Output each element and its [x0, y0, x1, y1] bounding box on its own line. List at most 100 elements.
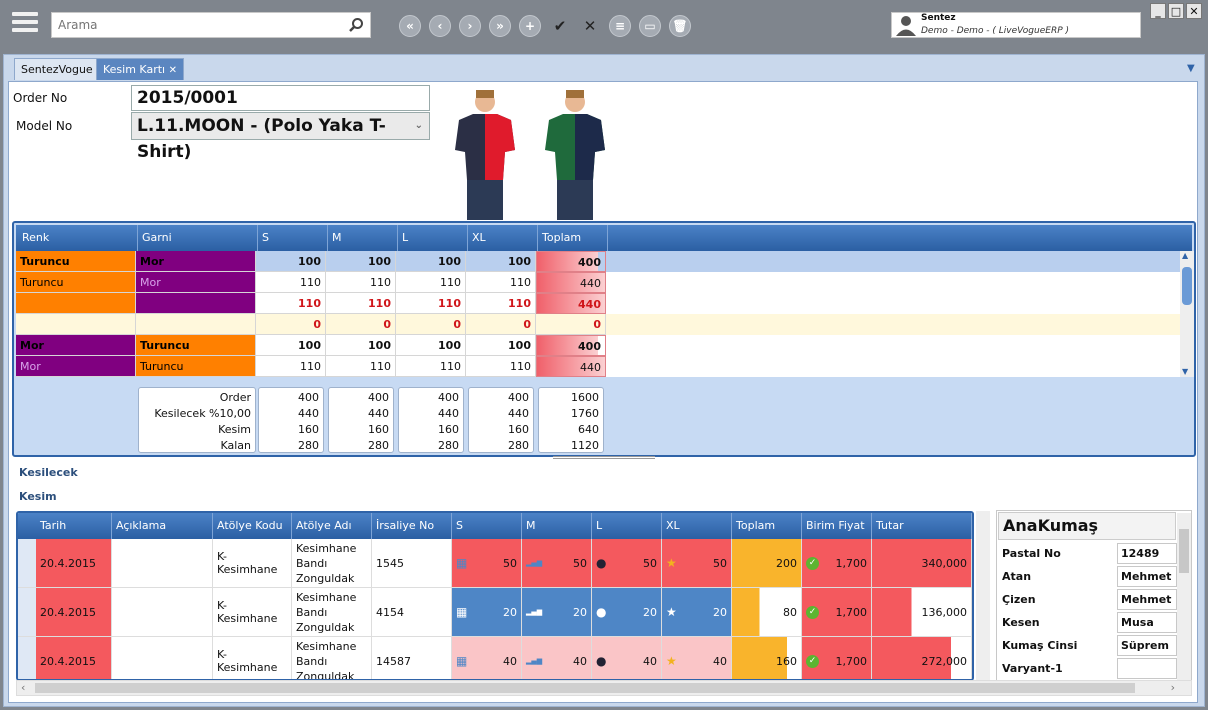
grid-cell[interactable]	[136, 314, 256, 335]
grid-cell[interactable]: 110	[256, 272, 326, 293]
anakumas-field-value[interactable]: Mehmet	[1117, 566, 1177, 587]
grid-cell[interactable]: Turuncu	[16, 272, 136, 293]
kesim-column-header-7[interactable]: L	[592, 513, 662, 539]
kesim-column-header-11[interactable]: Tutar	[872, 513, 972, 539]
grid-cell[interactable]: 440	[536, 293, 606, 314]
grid-cell[interactable]: 110	[396, 272, 466, 293]
grid-cell[interactable]: 440	[536, 356, 606, 377]
kesim-cell-ad[interactable]: Kesimhane Bandı Zonguldak	[292, 637, 372, 679]
kesim-cell-s[interactable]: ▦ 50	[452, 539, 522, 588]
grid-cell[interactable]: Turuncu	[16, 251, 136, 272]
tab-sentezvogue[interactable]: SentezVogue	[14, 58, 100, 80]
grid-cell[interactable]: 100	[396, 251, 466, 272]
kesim-cell-ad[interactable]: Kesimhane Bandı Zonguldak	[292, 539, 372, 588]
close-window-icon[interactable]: ✕	[1186, 3, 1202, 19]
scroll-right-icon[interactable]: ›	[1170, 681, 1175, 694]
kesim-column-header-3[interactable]: Atölye Adı	[292, 513, 372, 539]
add-icon[interactable]: +	[519, 15, 541, 37]
grid-cell[interactable]: 110	[256, 293, 326, 314]
anakumas-scrollbar[interactable]	[1177, 513, 1191, 681]
kesim-cell-m[interactable]: ▂▄▆ 40	[522, 637, 592, 679]
grid-cell[interactable]: 440	[536, 272, 606, 293]
kesim-column-header-8[interactable]: XL	[662, 513, 732, 539]
delete-icon[interactable]: 🗑	[669, 15, 691, 37]
scroll-left-icon[interactable]: ‹	[21, 681, 26, 694]
kesim-cell-aciklama[interactable]	[112, 539, 213, 588]
kesim-cell-aciklama[interactable]	[112, 637, 213, 679]
anakumas-field-value[interactable]	[1117, 658, 1177, 679]
column-header-5[interactable]: XL	[468, 225, 538, 251]
kesim-cell-kod[interactable]: K-Kesimhane	[213, 539, 292, 588]
tab-dropdown-icon[interactable]: ▼	[1187, 63, 1195, 74]
grid-cell[interactable]: 100	[256, 335, 326, 356]
column-header-4[interactable]: L	[398, 225, 468, 251]
grid-cell[interactable]: 110	[256, 356, 326, 377]
scroll-thumb[interactable]	[1179, 529, 1189, 573]
grid-cell[interactable]: Mor	[16, 335, 136, 356]
kesim-column-header-4[interactable]: İrsaliye No	[372, 513, 452, 539]
row-selector[interactable]	[18, 539, 36, 588]
kesim-cell-ad[interactable]: Kesimhane Bandı Zonguldak	[292, 588, 372, 637]
kesim-cell-l[interactable]: ● 40	[592, 637, 662, 679]
kesim-cell-fiyat[interactable]: ✓ 1,700	[802, 588, 872, 637]
last-record-icon[interactable]: »	[489, 15, 511, 37]
kesim-column-header-2[interactable]: Atölye Kodu	[213, 513, 292, 539]
kesim-column-header-6[interactable]: M	[522, 513, 592, 539]
kesim-cell-tarih[interactable]: 20.4.2015	[36, 588, 112, 637]
scroll-thumb[interactable]	[1182, 267, 1192, 305]
kesim-cell-l[interactable]: ● 20	[592, 588, 662, 637]
grid-cell[interactable]: 110	[326, 356, 396, 377]
kesim-cell-fiyat[interactable]: ✓ 1,700	[802, 539, 872, 588]
menu-icon[interactable]	[12, 12, 38, 36]
kesim-cell-toplam[interactable]: 80	[732, 588, 802, 637]
tab-kesim-karti[interactable]: Kesim Kartı ✕	[96, 58, 184, 80]
column-header-6[interactable]: Toplam	[538, 225, 608, 251]
grid-cell[interactable]: 0	[466, 314, 536, 335]
kesim-cell-toplam[interactable]: 200	[732, 539, 802, 588]
kesim-cell-xl[interactable]: ★ 40	[662, 637, 732, 679]
previous-record-icon[interactable]: ‹	[429, 15, 451, 37]
kesim-cell-irsaliye[interactable]: 4154	[372, 588, 452, 637]
first-record-icon[interactable]: «	[399, 15, 421, 37]
grid-cell[interactable]: 100	[396, 335, 466, 356]
grid-cell[interactable]: 110	[466, 356, 536, 377]
kesim-cell-xl[interactable]: ★ 20	[662, 588, 732, 637]
kesim-cell-s[interactable]: ▦ 40	[452, 637, 522, 679]
grid-cell[interactable]: 110	[466, 293, 536, 314]
kesim-cell-tutar[interactable]: 340,000	[872, 539, 972, 588]
column-header-2[interactable]: S	[258, 225, 328, 251]
save-check-icon[interactable]: ✔	[553, 17, 567, 35]
kesim-cell-aciklama[interactable]	[112, 588, 213, 637]
anakumas-field-value[interactable]: Süprem	[1117, 635, 1177, 656]
row-selector[interactable]	[18, 637, 36, 679]
grid-cell[interactable]: 400	[536, 251, 606, 272]
maximize-icon[interactable]: □	[1168, 3, 1184, 19]
kesim-cell-irsaliye[interactable]: 1545	[372, 539, 452, 588]
grid-cell[interactable]: 100	[256, 251, 326, 272]
minimize-icon[interactable]: _	[1150, 3, 1166, 19]
search-box[interactable]	[51, 12, 371, 38]
grid-cell[interactable]: Turuncu	[136, 335, 256, 356]
keyboard-icon[interactable]: ▭	[639, 15, 661, 37]
anakumas-field-value[interactable]: Musa	[1117, 612, 1177, 633]
grid-cell[interactable]: 110	[326, 293, 396, 314]
user-panel[interactable]: Sentez Demo - Demo - ( LiveVogueERP )	[891, 12, 1141, 38]
kesim-vertical-scrollbar[interactable]	[976, 511, 990, 681]
anakumas-field-value[interactable]: 12489	[1117, 543, 1177, 564]
grid-cell[interactable]: Mor	[136, 272, 256, 293]
scroll-thumb[interactable]	[35, 683, 1135, 693]
grid-cell[interactable]: 0	[396, 314, 466, 335]
kesim-cell-fiyat[interactable]: ✓ 1,700	[802, 637, 872, 679]
kesim-cell-xl[interactable]: ★ 50	[662, 539, 732, 588]
scroll-down-icon[interactable]: ▼	[1182, 367, 1189, 376]
tab-close-icon[interactable]: ✕	[168, 65, 177, 76]
grid-cell[interactable]: 110	[466, 272, 536, 293]
grid-cell[interactable]: 0	[256, 314, 326, 335]
kesim-cell-irsaliye[interactable]: 14587	[372, 637, 452, 679]
grid-cell[interactable]: 110	[396, 293, 466, 314]
column-header-1[interactable]: Garni	[138, 225, 258, 251]
grid-cell[interactable]: 100	[326, 251, 396, 272]
kesim-cell-tarih[interactable]: 20.4.2015	[36, 539, 112, 588]
kesim-column-header-0[interactable]: Tarih	[36, 513, 112, 539]
grid-vertical-scrollbar[interactable]: ▲ ▼	[1180, 251, 1194, 377]
